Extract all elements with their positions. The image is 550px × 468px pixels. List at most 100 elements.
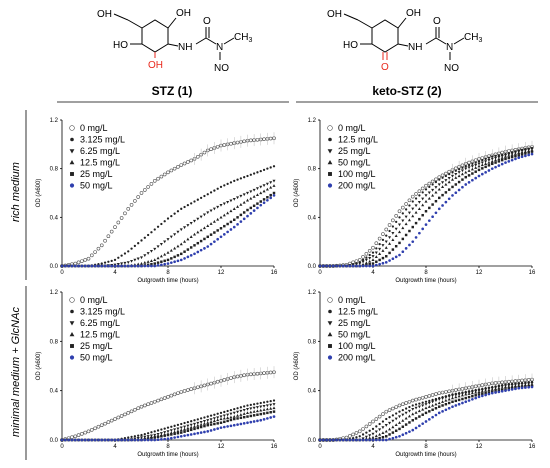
data-point (388, 251, 391, 255)
data-point (195, 385, 200, 390)
data-point (219, 185, 223, 189)
data-point (266, 417, 269, 420)
data-point (196, 421, 200, 425)
data-point (236, 222, 239, 226)
data-point (236, 205, 240, 208)
data-point (411, 419, 414, 422)
data-point (410, 398, 415, 403)
data-point (100, 264, 104, 268)
data-point (212, 219, 216, 223)
data-point (229, 220, 233, 224)
data-point (226, 419, 229, 423)
data-point (503, 385, 508, 389)
data-point (268, 136, 273, 141)
data-point (166, 170, 170, 175)
data-point (467, 166, 471, 170)
data-point (216, 422, 219, 425)
data-point (318, 438, 322, 442)
data-point (378, 242, 381, 246)
data-point (467, 392, 471, 395)
data-point (163, 437, 167, 441)
series-blue-dot (318, 385, 534, 442)
data-point (450, 396, 455, 400)
data-point (453, 388, 458, 392)
data-point (364, 252, 369, 256)
data-point (126, 438, 130, 442)
data-point (371, 245, 375, 250)
data-point (222, 425, 226, 429)
data-point (497, 157, 501, 161)
data-point (256, 419, 259, 423)
data-point (461, 178, 464, 181)
data-point (378, 247, 382, 251)
legend-marker (69, 331, 75, 337)
data-point (256, 402, 259, 405)
data-point (156, 398, 160, 403)
data-point (179, 242, 183, 246)
data-point (223, 420, 226, 424)
data-point (391, 425, 395, 429)
data-point (526, 378, 531, 382)
data-point (464, 400, 468, 404)
stz-no-label: NO (214, 63, 229, 74)
data-point (431, 415, 434, 419)
legend-entry: 200 mg/L (338, 353, 376, 363)
data-point (173, 246, 177, 250)
data-point (143, 433, 146, 436)
data-point (381, 412, 385, 416)
data-point (487, 388, 491, 392)
data-point (150, 264, 153, 268)
data-point (216, 418, 220, 422)
data-point (421, 404, 425, 408)
data-point (146, 260, 150, 263)
data-point (212, 417, 216, 421)
x-tick-label: 0 (60, 270, 64, 276)
data-point (120, 262, 124, 266)
data-point (153, 247, 157, 251)
data-point (371, 438, 375, 442)
data-point (87, 264, 90, 268)
data-point (245, 411, 250, 415)
data-point (176, 244, 180, 248)
data-point (156, 176, 160, 181)
data-point (424, 411, 428, 415)
data-point (137, 434, 140, 437)
data-point (451, 185, 454, 189)
data-point (391, 431, 395, 434)
data-point (223, 410, 226, 414)
data-point (437, 175, 442, 180)
data-point (222, 414, 226, 418)
data-point (255, 406, 259, 409)
data-point (186, 429, 190, 432)
data-point (239, 194, 243, 198)
data-point (156, 435, 160, 439)
data-point (411, 214, 415, 218)
data-point (480, 172, 484, 176)
data-point (397, 230, 402, 234)
data-point (63, 264, 67, 268)
data-point (222, 202, 226, 206)
data-point (421, 422, 425, 425)
data-point (447, 176, 451, 180)
data-point (123, 261, 127, 265)
data-point (418, 217, 421, 221)
data-point (497, 390, 501, 394)
data-point (249, 173, 252, 176)
data-point (110, 259, 113, 262)
legend-marker (70, 309, 74, 314)
data-point (414, 426, 418, 430)
data-point (70, 438, 74, 442)
data-point (182, 161, 187, 166)
data-point (259, 401, 262, 405)
data-point (414, 197, 418, 200)
y-axis-label: OD (A600) (36, 352, 42, 381)
data-point (77, 438, 80, 442)
data-point (256, 202, 259, 205)
data-point (242, 412, 246, 415)
data-point (126, 411, 131, 415)
data-point (494, 161, 497, 164)
data-point (477, 168, 481, 172)
data-point (130, 264, 133, 268)
data-point (391, 414, 395, 417)
data-point (123, 412, 127, 417)
